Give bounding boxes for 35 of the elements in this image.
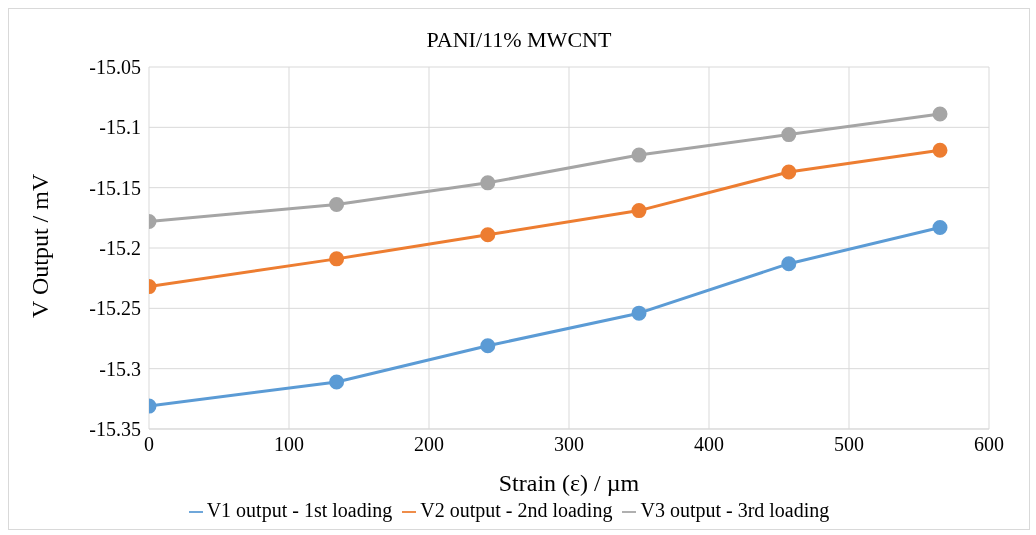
y-tick-label: -15.25: [89, 297, 141, 320]
point: [480, 338, 496, 354]
point: [329, 251, 345, 267]
point: [329, 374, 345, 390]
y-tick-label: -15.3: [99, 357, 141, 380]
point: [781, 127, 797, 143]
y-tick-label: -15.35: [89, 418, 141, 441]
legend-label: V3 output - 3rd loading: [640, 499, 830, 521]
legend-label: V1 output - 1st loading: [206, 499, 393, 521]
y-axis-title: V Output / mV: [26, 173, 53, 318]
point: [781, 164, 797, 180]
point: [932, 142, 948, 158]
point: [781, 256, 797, 272]
x-tick-label: 400: [694, 433, 724, 456]
point: [480, 227, 496, 243]
x-tick-label: 500: [834, 433, 864, 456]
y-tick-label: -15.2: [99, 237, 141, 260]
y-tick-label: -15.1: [99, 116, 141, 139]
point: [631, 147, 647, 163]
point: [480, 175, 496, 191]
x-tick-label: 300: [554, 433, 584, 456]
y-tick-label: -15.05: [89, 56, 141, 79]
x-tick-label: 600: [974, 433, 1004, 456]
legend-label: V2 output - 2nd loading: [420, 499, 613, 521]
point: [631, 305, 647, 321]
point: [631, 203, 647, 219]
x-tick-label: 0: [144, 433, 154, 456]
x-axis-title: Strain (ε) / µm: [498, 470, 640, 496]
x-tick-label: 100: [274, 433, 304, 456]
point: [932, 106, 948, 122]
chart-title: PANI/11% MWCNT: [425, 26, 613, 54]
point: [329, 197, 345, 213]
y-tick-label: -15.15: [89, 176, 141, 199]
point: [932, 219, 948, 235]
x-tick-label: 200: [414, 433, 444, 456]
